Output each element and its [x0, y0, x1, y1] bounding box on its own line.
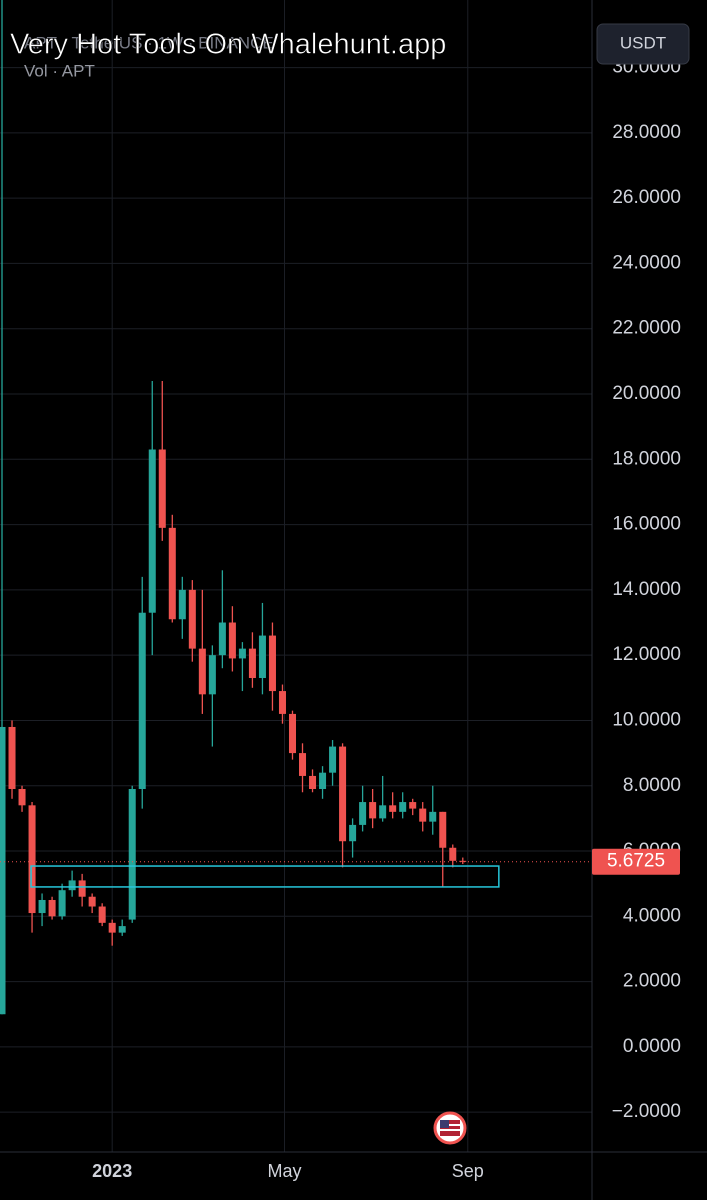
candle-body — [228, 622, 236, 659]
candle-body — [329, 746, 337, 773]
y-tick-label: 28.0000 — [612, 122, 681, 143]
candle-body — [389, 805, 397, 812]
candle-body — [309, 775, 317, 790]
candle-body — [429, 811, 437, 822]
grid — [0, 0, 592, 1152]
candle-body — [299, 753, 307, 776]
volume-label: Vol · APT — [24, 61, 95, 80]
flag-canton[interactable] — [440, 1120, 449, 1128]
candle-body — [278, 691, 286, 714]
candle-body — [359, 802, 367, 825]
candle-body — [208, 655, 216, 695]
candle-body — [38, 899, 46, 914]
candle-body — [28, 805, 36, 914]
candle-body — [0, 726, 6, 1015]
y-tick-label: 18.0000 — [612, 448, 681, 469]
y-tick-label: 8.0000 — [623, 775, 681, 796]
candle-body — [68, 880, 76, 891]
y-tick-label: 2.0000 — [623, 971, 681, 992]
candle-body — [108, 922, 116, 933]
watermark-title: Very Hot Tools On Whalehunt.app — [10, 29, 446, 61]
last-price-label: 5.6725 — [607, 851, 665, 872]
x-tick-label: Sep — [452, 1161, 484, 1181]
candle-body — [168, 527, 176, 620]
candle-body — [439, 811, 447, 848]
currency-button[interactable] — [596, 23, 690, 65]
candle-body — [419, 808, 427, 822]
candle-body — [409, 802, 417, 809]
candle-body — [178, 589, 186, 620]
x-tick-label: 2023 — [92, 1161, 132, 1181]
candle-body — [288, 713, 296, 754]
candle-body — [138, 612, 146, 790]
flag-stripe[interactable] — [440, 1129, 460, 1131]
candle-body — [48, 899, 56, 917]
candle-body — [369, 802, 377, 819]
zone-box — [30, 865, 500, 888]
candle-body — [379, 805, 387, 819]
y-tick-label: 0.0000 — [623, 1036, 681, 1057]
candle-body — [88, 896, 96, 907]
y-tick-label: 12.0000 — [612, 644, 681, 665]
candle-body — [248, 648, 256, 679]
candle-body — [148, 449, 156, 613]
currency-button-label[interactable]: USDT — [620, 33, 666, 52]
candle-body — [399, 802, 407, 812]
y-tick-label: −2.0000 — [612, 1101, 681, 1122]
y-tick-label: 16.0000 — [612, 514, 681, 535]
last-price-tag — [592, 848, 680, 875]
candle-body — [128, 789, 136, 920]
candle-body — [98, 906, 106, 923]
candle-body — [268, 635, 276, 692]
candle-body — [319, 772, 327, 790]
candle-body — [218, 622, 226, 656]
candle-body — [238, 648, 246, 659]
y-tick-label: 26.0000 — [612, 187, 681, 208]
axes: −2.00000.00002.00004.00006.00008.000010.… — [92, 57, 681, 1181]
symbol-label: APT · TetherUS · 1W · BINANCE — [24, 33, 274, 52]
candle-body — [459, 860, 467, 862]
candle-body — [18, 789, 26, 806]
y-tick-label: 14.0000 — [612, 579, 681, 600]
candle-body — [78, 880, 86, 897]
candle-body — [188, 589, 196, 649]
candle-body — [8, 726, 16, 790]
y-tick-label: 4.0000 — [623, 905, 681, 926]
y-tick-label: 20.0000 — [612, 383, 681, 404]
candle-body — [258, 635, 266, 679]
candle-body — [118, 926, 126, 933]
candle-body — [339, 746, 347, 842]
y-tick-label: 22.0000 — [612, 318, 681, 339]
y-tick-label: 24.0000 — [612, 252, 681, 273]
candle-body — [198, 648, 206, 695]
candle-body — [449, 847, 457, 861]
plot-area — [0, 0, 592, 1015]
candle-body — [349, 824, 357, 842]
y-tick-label: 10.0000 — [612, 709, 681, 730]
flag-icon[interactable] — [433, 1111, 467, 1145]
flag-stripe[interactable] — [440, 1124, 460, 1126]
candle-body — [58, 890, 66, 917]
candle-body — [158, 449, 166, 528]
x-tick-label: May — [267, 1161, 301, 1181]
